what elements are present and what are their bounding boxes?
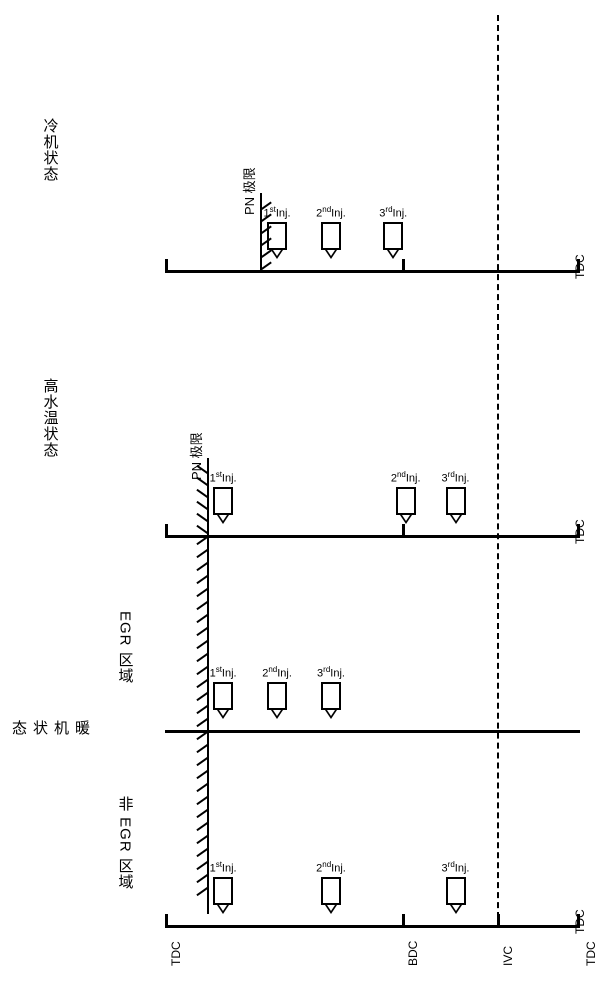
injector-label: 1stInj. [203, 665, 243, 680]
ivc-dashed-line [497, 15, 499, 928]
injector-body [396, 487, 416, 515]
tick [402, 259, 405, 273]
row-label-col: 高水温状态 [15, 285, 85, 550]
injector-label: 1stInj. [203, 470, 243, 485]
injector-nozzle [450, 905, 462, 914]
sublabel-col-egr: EGR 区域 [85, 550, 165, 745]
injector-label: 2ndInj. [257, 665, 297, 680]
injector-nozzle [325, 710, 337, 719]
injector-body [446, 487, 466, 515]
tick-label-tdc: TDC [573, 909, 587, 934]
pn-limit-label: PN 极限 [186, 432, 205, 480]
sublabel-col-non-egr: 非 EGR 区域 [85, 745, 165, 940]
injector-nozzle [217, 905, 229, 914]
injector-nozzle [217, 710, 229, 719]
injector-icon: 3rdInj. [311, 665, 351, 719]
axis-label: BDC [406, 941, 420, 966]
injector-nozzle [271, 710, 283, 719]
tick-tdc-start [165, 259, 168, 273]
injector-label: 3rdInj. [373, 205, 413, 220]
injector-label: 3rdInj. [436, 860, 476, 875]
injector-icon: 3rdInj. [373, 205, 413, 259]
track-highwater: TDC 1stInj.2ndInj.3rdInj.PN 极限 [165, 285, 580, 550]
injector-body [321, 877, 341, 905]
track-egr: 1stInj. 2ndInj. 3rdInj. [165, 550, 580, 745]
injector-body [321, 682, 341, 710]
injector-nozzle [325, 905, 337, 914]
row-label-cold: 冷机状态 [40, 118, 61, 182]
injector-body [321, 222, 341, 250]
track-cold: TDC 1stInj.2ndInj.3rdInj.PN 极限 [165, 15, 580, 285]
injector-body [213, 877, 233, 905]
tick-label-tdc: TDC [573, 519, 587, 544]
sublabel-non-egr: 非 EGR 区域 [115, 796, 136, 890]
track-non-egr: TDC 1stInj.2ndInj.3rdInj. [165, 745, 580, 940]
tick [402, 914, 405, 928]
injector-icon: 2ndInj. [311, 205, 351, 259]
row-highwater: 高水温状态 TDC 1stInj.2ndInj.3rdInj.PN 极限 [15, 285, 580, 550]
timeline-line [165, 270, 580, 273]
injector-label: 3rdInj. [311, 665, 351, 680]
injector-body [383, 222, 403, 250]
row-label-highwater: 高水温状态 [40, 378, 61, 458]
row-label-col [15, 745, 85, 940]
tick-tdc-start [165, 524, 168, 538]
injector-icon: 2ndInj. [311, 860, 351, 914]
injector-icon: 1stInj. [203, 860, 243, 914]
timeline-line [165, 925, 580, 928]
injector-icon: 1stInj. [203, 665, 243, 719]
injector-nozzle [325, 250, 337, 259]
axis-label: IVC [501, 946, 515, 966]
bottom-axis: TDCBDCIVCTDC [165, 940, 580, 970]
injector-icon: 2ndInj. [386, 470, 426, 524]
injector-icon: 2ndInj. [257, 665, 297, 719]
injection-timing-diagram: 冷机状态 TDC 1stInj. 2ndInj. 3rdInj. PN 极限 高水温状… [15, 15, 580, 985]
injector-body [446, 877, 466, 905]
injector-body [213, 682, 233, 710]
axis-label: TDC [584, 941, 595, 966]
injector-nozzle [400, 515, 412, 524]
pn-limit-label: PN 极限 [239, 167, 258, 215]
row-label-col: 冷机状态 [15, 15, 85, 285]
row-cold: 冷机状态 TDC 1stInj.2ndInj.3rdInj.PN 极限 [15, 15, 580, 285]
injector-nozzle [450, 515, 462, 524]
axis-label: TDC [169, 941, 183, 966]
tick-tdc-start [165, 914, 168, 928]
injector-label: 2ndInj. [311, 860, 351, 875]
injector-label: 1stInj. [203, 860, 243, 875]
row-label-col: 暖机状态 [15, 550, 85, 745]
injector-label: 2ndInj. [386, 470, 426, 485]
sublabel-egr: EGR 区域 [115, 611, 136, 684]
tick [402, 524, 405, 538]
injector-body [267, 682, 287, 710]
sublabel-col-empty [85, 15, 165, 285]
tick-label-tdc: TDC [573, 254, 587, 279]
injector-label: 2ndInj. [311, 205, 351, 220]
injector-nozzle [217, 515, 229, 524]
injector-body [213, 487, 233, 515]
timeline-line [165, 730, 580, 733]
injector-icon: 3rdInj. [436, 470, 476, 524]
injector-icon: 1stInj. [203, 470, 243, 524]
row-egr: 暖机状态 EGR 区域 1stInj. 2ndInj. 3rdInj. [15, 550, 580, 745]
row-label-warm: 暖机状态 [8, 720, 92, 745]
sublabel-col-empty [85, 285, 165, 550]
timeline-line [165, 535, 580, 538]
injector-icon: 3rdInj. [436, 860, 476, 914]
injector-nozzle [271, 250, 283, 259]
injector-nozzle [387, 250, 399, 259]
injector-label: 3rdInj. [436, 470, 476, 485]
row-non-egr: 非 EGR 区域 TDC 1stInj.2ndInj.3rdInj. [15, 745, 580, 940]
